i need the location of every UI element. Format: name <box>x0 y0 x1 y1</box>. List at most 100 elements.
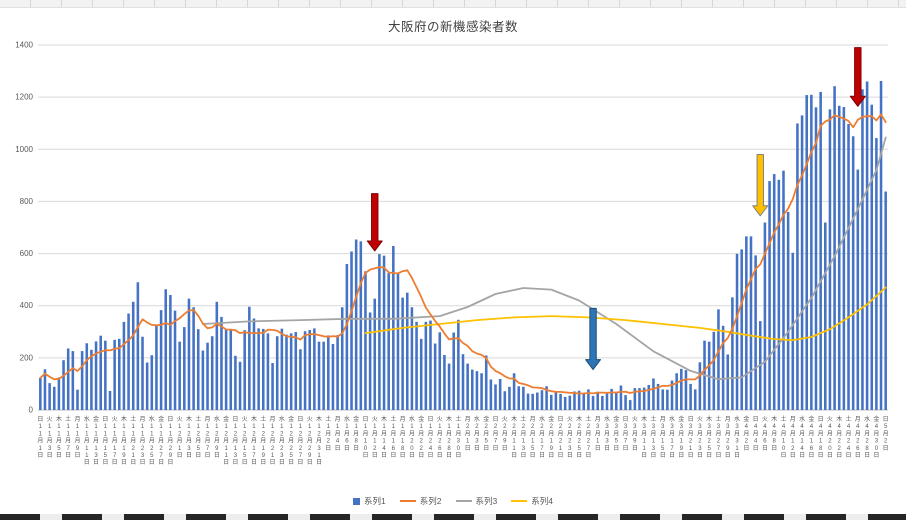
daily-cases-bar <box>754 255 757 410</box>
legend-label: 系列2 <box>419 496 442 506</box>
series4-line <box>364 286 887 342</box>
daily-cases-bar <box>461 354 465 410</box>
daily-cases-bar <box>833 86 836 410</box>
legend-item: 系列3 <box>455 495 498 507</box>
daily-cases-bar <box>731 297 734 410</box>
legend-label: 系列3 <box>475 496 498 506</box>
y-axis-tick-label: 200 <box>20 353 34 362</box>
daily-cases-bar <box>745 236 748 410</box>
daily-cases-bar <box>675 373 678 410</box>
daily-cases-bar <box>294 332 298 410</box>
daily-cases-bar <box>359 241 363 410</box>
daily-cases-bar <box>503 391 507 410</box>
daily-cases-bar <box>238 361 242 410</box>
daily-cases-bar <box>62 360 65 410</box>
daily-cases-bar <box>740 249 743 410</box>
daily-cases-bar <box>540 390 544 410</box>
daily-cases-bar <box>415 321 418 410</box>
daily-cases-bar <box>183 327 186 410</box>
blue-arrow-march-trough-icon <box>585 307 602 371</box>
daily-cases-bar <box>666 389 669 410</box>
daily-cases-bar <box>392 246 395 410</box>
daily-cases-bar <box>419 338 423 410</box>
daily-cases-bar <box>884 191 887 410</box>
daily-cases-bar <box>587 389 590 410</box>
daily-cases-bar <box>410 307 414 410</box>
daily-cases-bar <box>605 392 609 410</box>
daily-cases-bar <box>842 107 846 411</box>
legend-label: 系列1 <box>364 496 386 506</box>
daily-cases-bar <box>698 362 702 410</box>
daily-cases-bar <box>396 273 400 410</box>
daily-cases-bar <box>875 138 878 410</box>
daily-cases-bar <box>791 252 795 410</box>
daily-cases-bar <box>401 297 404 410</box>
daily-cases-bar <box>712 331 716 410</box>
daily-cases-bar <box>782 170 785 410</box>
daily-cases-bar <box>652 378 655 410</box>
daily-cases-bar <box>169 295 172 410</box>
daily-cases-bar <box>615 392 618 410</box>
daily-cases-bar <box>526 393 530 410</box>
daily-cases-bar <box>851 136 855 410</box>
daily-cases-bar <box>164 289 168 410</box>
daily-cases-bar <box>155 325 158 410</box>
daily-cases-bar <box>517 386 521 410</box>
daily-cases-bar <box>763 222 767 410</box>
daily-cases-bar <box>43 369 47 410</box>
chart-legend: 系列1 系列2 系列3 系列4 <box>0 495 906 507</box>
daily-cases-bar <box>619 385 623 410</box>
daily-cases-bar <box>317 341 321 410</box>
legend-marker-line-icon <box>511 499 528 503</box>
daily-cases-bar <box>656 383 660 410</box>
daily-cases-bar <box>382 255 386 410</box>
daily-cases-bar <box>786 211 790 410</box>
daily-cases-bar <box>559 393 562 410</box>
daily-cases-bar <box>647 384 651 410</box>
daily-cases-bar <box>498 378 502 410</box>
yellow-arrow-april-rise-icon <box>752 154 769 217</box>
daily-cases-bar <box>693 389 697 410</box>
daily-cases-bar <box>610 388 613 410</box>
daily-cases-bar <box>837 105 841 410</box>
daily-cases-bar <box>554 392 558 410</box>
daily-cases-bar <box>364 271 367 410</box>
daily-cases-bar <box>828 109 832 411</box>
daily-cases-bar <box>76 389 79 410</box>
daily-cases-bar <box>670 380 674 410</box>
daily-cases-bar <box>475 371 479 410</box>
daily-cases-bar <box>638 388 641 410</box>
daily-cases-bar <box>661 389 665 410</box>
daily-cases-bar <box>113 339 116 410</box>
daily-cases-bar <box>289 333 293 410</box>
daily-cases-bar <box>187 298 191 410</box>
chart-title: 大阪府の新機感染者数 <box>387 20 518 34</box>
daily-cases-bar <box>480 373 483 410</box>
